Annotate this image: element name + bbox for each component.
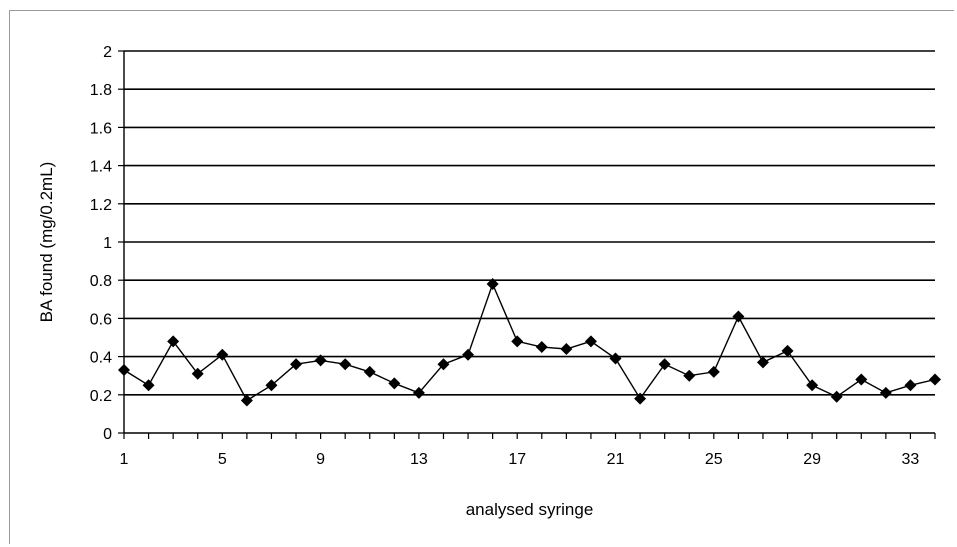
- data-point: [462, 348, 475, 361]
- gridlines: [124, 50, 935, 396]
- data-point: [634, 392, 647, 405]
- x-tick-label: 9: [316, 451, 325, 468]
- y-tick-label: 0.4: [90, 350, 112, 367]
- data-point: [855, 373, 868, 386]
- x-tick-label: 33: [902, 451, 920, 468]
- series-line: [123, 282, 936, 402]
- data-point: [781, 344, 794, 357]
- y-tick-label: 1.8: [90, 82, 112, 99]
- x-tick-label: 25: [705, 451, 723, 468]
- y-tick-label: 1.6: [90, 120, 112, 137]
- data-point: [167, 335, 180, 348]
- data-point: [535, 341, 548, 354]
- data-point: [756, 356, 769, 369]
- data-point: [216, 348, 229, 361]
- data-point: [486, 278, 499, 291]
- data-point: [929, 373, 941, 386]
- data-point: [314, 354, 327, 367]
- axes: [118, 50, 936, 439]
- y-tick-label: 1.2: [90, 197, 112, 214]
- y-tick-label: 2: [103, 44, 112, 61]
- x-tick-label: 21: [607, 451, 625, 468]
- data-point: [584, 335, 597, 348]
- y-tick-label: 1.4: [90, 159, 112, 176]
- data-point: [879, 386, 892, 399]
- x-tick-label: 5: [218, 451, 227, 468]
- data-point: [412, 386, 425, 399]
- x-tick-label: 29: [803, 451, 821, 468]
- data-point: [437, 358, 450, 371]
- x-tick-label: 17: [508, 451, 526, 468]
- data-point: [191, 367, 204, 380]
- data-point: [904, 379, 917, 392]
- data-point: [830, 390, 843, 403]
- data-point: [511, 335, 524, 348]
- y-axis-label: BA found (mg/0.2mL): [37, 162, 56, 323]
- chart-frame: [9, 10, 954, 544]
- data-point: [142, 379, 155, 392]
- data-point: [240, 394, 253, 407]
- data-point: [560, 342, 573, 355]
- data-point: [363, 365, 376, 378]
- data-point: [388, 377, 401, 390]
- data-point: [732, 310, 745, 323]
- data-point: [658, 358, 671, 371]
- x-tick-label: 1: [120, 451, 129, 468]
- data-point: [118, 363, 130, 376]
- x-tick-label: 13: [410, 451, 428, 468]
- y-tick-labels: 0 0.2 0.4 0.6 0.8 1 1.2 1.4 1.6 1.8 2: [90, 44, 112, 443]
- y-tick-label: 0: [103, 426, 112, 443]
- y-tick-label: 0.8: [90, 273, 112, 290]
- series-group: [118, 278, 941, 407]
- y-tick-label: 0.6: [90, 311, 112, 328]
- data-point: [609, 352, 622, 365]
- data-point: [806, 379, 819, 392]
- x-axis-label: analysed syringe: [466, 500, 594, 519]
- data-point: [265, 379, 278, 392]
- y-tick-label: 0.2: [90, 388, 112, 405]
- data-point: [290, 358, 303, 371]
- x-tick-labels: 1 5 9 13 17 21 25 29 33: [120, 451, 920, 468]
- data-point: [339, 358, 352, 371]
- data-point: [707, 365, 720, 378]
- y-tick-label: 1: [103, 235, 112, 252]
- data-point: [683, 369, 696, 382]
